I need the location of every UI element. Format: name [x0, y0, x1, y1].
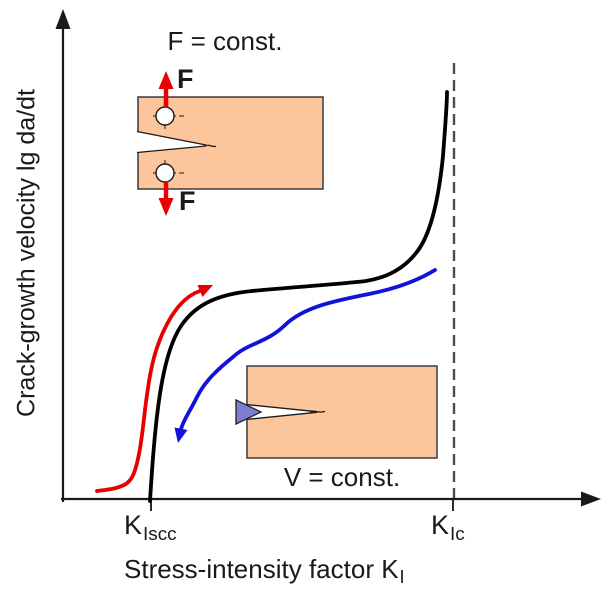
y-axis-arrowhead — [55, 9, 71, 29]
constant-displacement-curve — [174, 268, 437, 443]
kic-label: KIc — [431, 510, 465, 545]
force-label-top: F — [177, 64, 194, 94]
ct-specimen — [136, 71, 324, 216]
red-arrowhead-up-icon — [197, 285, 213, 297]
constant-load-curve — [95, 285, 213, 493]
force-arrow-up-head-icon — [158, 71, 174, 89]
pin-hole-bottom — [155, 163, 175, 183]
wedge-crack-tip — [309, 410, 326, 413]
constant-displacement-caption: V = const. — [283, 462, 401, 492]
force-label-bottom: F — [179, 186, 196, 216]
wedge-icon — [235, 398, 263, 426]
kiscc-label: KIscc — [124, 510, 177, 545]
blue-arrowhead-down-icon — [174, 427, 188, 443]
x-axis-arrowhead — [581, 491, 601, 507]
constant-load-caption: F = const. — [167, 26, 283, 56]
x-axis-label: Stress-intensity factor KI — [124, 554, 405, 588]
pin-hole-top — [155, 106, 175, 126]
ct-notch — [136, 131, 206, 153]
y-axis-label: Crack-growth velocity lg da/dt — [12, 89, 41, 417]
wedge-notch — [245, 404, 317, 420]
ct-crack-tip — [205, 144, 217, 148]
wedge-specimen — [235, 365, 438, 459]
force-arrow-down-head-icon — [158, 198, 174, 216]
main-crack-growth-curve — [148, 90, 449, 503]
